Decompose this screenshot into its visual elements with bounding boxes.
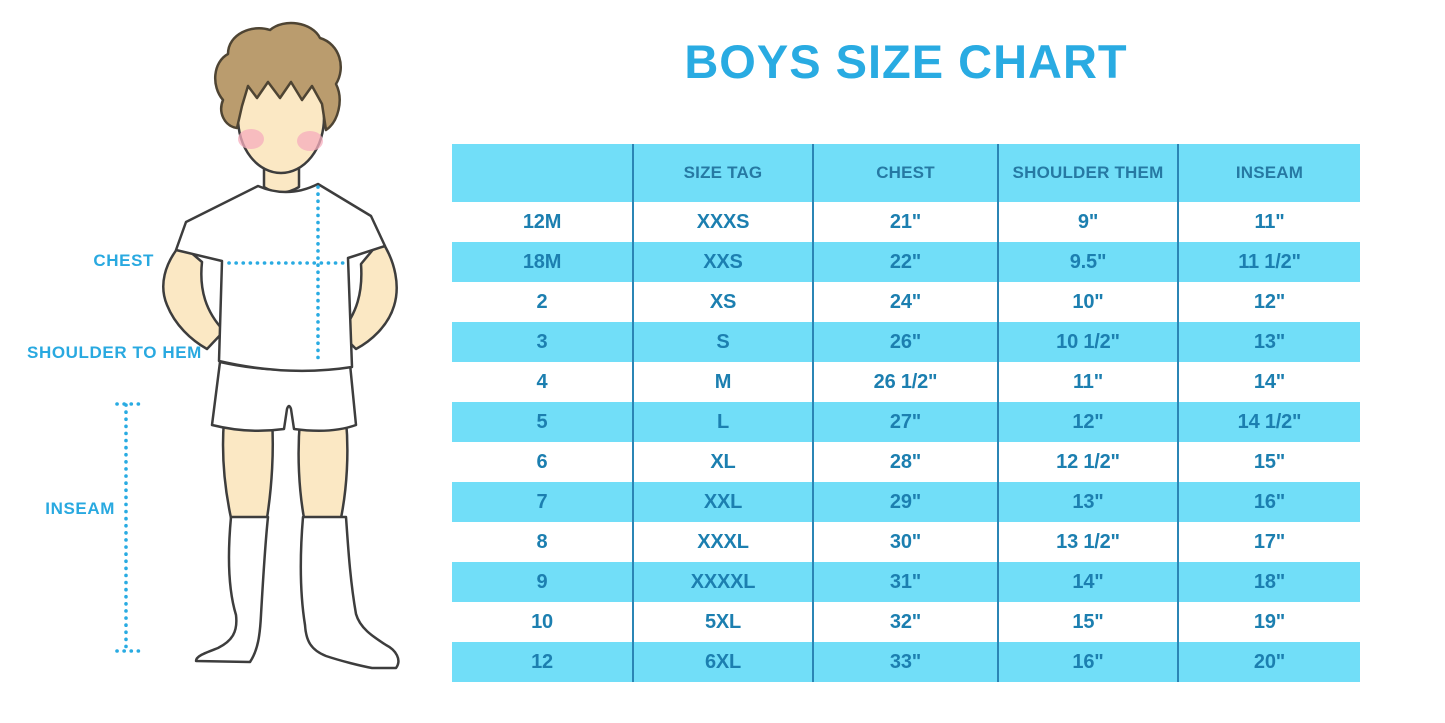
measurement-cell: 19" <box>1177 602 1360 642</box>
measurement-cell: M <box>632 362 813 402</box>
measurement-cell: 24" <box>812 282 998 322</box>
measurement-cell: 12" <box>997 402 1178 442</box>
measurement-cell: 14" <box>1177 362 1360 402</box>
table-row: 18M XXS 22" 9.5" 11 1/2" <box>452 242 1360 282</box>
measurement-cell: XS <box>632 282 813 322</box>
measurement-cell: 13 1/2" <box>997 522 1178 562</box>
table-row: 8 XXXL 30" 13 1/2" 17" <box>452 522 1360 562</box>
table-row: 10 5XL 32" 15" 19" <box>452 602 1360 642</box>
measurement-cell: XXXXL <box>632 562 813 602</box>
measurement-dotted-lines <box>115 185 346 653</box>
header-cell-shoulder: SHOULDER THEM <box>997 144 1178 202</box>
measurement-cell: 31" <box>812 562 998 602</box>
size-age-cell: 9 <box>536 570 548 593</box>
measurement-cell: 13" <box>1177 322 1360 362</box>
measurement-cell: S <box>632 322 813 362</box>
size-chart-table: SIZE TAG CHEST SHOULDER THEM INSEAM 12M X… <box>452 144 1360 682</box>
size-table-body: 12M XXXS 21" 9" 11" 18M XXS 22" 9.5" 11 1/2" 2 XS 24… <box>452 202 1360 682</box>
left-sock <box>194 515 270 664</box>
measurement-cell: 11" <box>997 362 1178 402</box>
table-row: 12M XXXS 21" 9" 11" <box>452 202 1360 242</box>
measurement-cell: XXXS <box>632 202 813 242</box>
size-age-cell: 6 <box>536 450 548 473</box>
measurement-cell: XXS <box>632 242 813 282</box>
left-leg <box>221 418 274 520</box>
measurement-cell: 20" <box>1177 642 1360 682</box>
shorts <box>210 360 358 433</box>
measurement-cell: 6XL <box>632 642 813 682</box>
chest-label: CHEST <box>93 251 154 270</box>
measurement-cell: 12" <box>1177 282 1360 322</box>
measurement-cell: 21" <box>812 202 998 242</box>
size-age-cell: 7 <box>536 490 548 513</box>
right-sock <box>299 515 400 670</box>
table-row: 5 L 27" 12" 14 1/2" <box>452 402 1360 442</box>
measurement-cell: 27" <box>812 402 998 442</box>
measurement-cell: L <box>632 402 813 442</box>
measurement-cell: 11 1/2" <box>1177 242 1360 282</box>
header-row: SIZE TAG CHEST SHOULDER THEM INSEAM <box>452 144 1360 202</box>
measurement-cell: 9" <box>997 202 1178 242</box>
measurement-cell: 32" <box>812 602 998 642</box>
size-age-cell: 2 <box>536 290 548 313</box>
measurement-cell: 18" <box>1177 562 1360 602</box>
t-shirt <box>174 182 387 373</box>
size-age-cell: 12 <box>531 650 553 673</box>
inseam-label: INSEAM <box>45 499 115 518</box>
measurement-cell: 26" <box>812 322 998 362</box>
measurement-cell: 29" <box>812 482 998 522</box>
page-title: BOYS SIZE CHART <box>684 35 1128 88</box>
measurement-cell: 16" <box>997 642 1178 682</box>
measurement-cell: 33" <box>812 642 998 682</box>
measurement-cell: 13" <box>997 482 1178 522</box>
right-blush <box>297 131 323 151</box>
measurement-cell: XL <box>632 442 813 482</box>
shoulder-to-hem-label: SHOULDER TO HEM <box>27 343 202 362</box>
measurement-cell: 12 1/2" <box>997 442 1178 482</box>
size-age-cell: 4 <box>536 370 548 393</box>
measurement-cell: 15" <box>997 602 1178 642</box>
size-age-cell: 12M <box>522 210 562 233</box>
left-blush <box>238 129 264 149</box>
header-cell-inseam: INSEAM <box>1177 144 1360 202</box>
header-cell-size <box>452 144 633 202</box>
measurement-cell: 11" <box>1177 202 1360 242</box>
size-age-cell: 8 <box>536 530 548 553</box>
header-cell-size-tag: SIZE TAG <box>632 144 813 202</box>
size-age-cell: 18M <box>522 250 562 273</box>
measurement-cell: XXL <box>632 482 813 522</box>
measurement-cell: 28" <box>812 442 998 482</box>
measurement-cell: 14 1/2" <box>1177 402 1360 442</box>
measurement-cell: 9.5" <box>997 242 1178 282</box>
header-cell-chest: CHEST <box>812 144 998 202</box>
left-arm <box>162 242 226 351</box>
measurement-cell: XXXL <box>632 522 813 562</box>
size-age-cell: 5 <box>536 410 548 433</box>
right-leg <box>297 418 349 520</box>
measurement-cell: 10 1/2" <box>997 322 1178 362</box>
measurement-cell: 14" <box>997 562 1178 602</box>
size-table-header: SIZE TAG CHEST SHOULDER THEM INSEAM <box>452 144 1360 202</box>
measurement-cell: 5XL <box>632 602 813 642</box>
hair <box>214 21 342 132</box>
table-row: 2 XS 24" 10" 12" <box>452 282 1360 322</box>
measurement-cell: 30" <box>812 522 998 562</box>
size-age-cell: 3 <box>536 330 548 353</box>
table-row: 6 XL 28" 12 1/2" 15" <box>452 442 1360 482</box>
measurement-cell: 10" <box>997 282 1178 322</box>
table-row: 3 S 26" 10 1/2" 13" <box>452 322 1360 362</box>
boy-measurement-figure <box>115 21 400 670</box>
measurement-cell: 22" <box>812 242 998 282</box>
measurement-cell: 16" <box>1177 482 1360 522</box>
size-age-cell: 10 <box>531 610 553 633</box>
table-row: 9 XXXXL 31" 14" 18" <box>452 562 1360 602</box>
measurement-cell: 17" <box>1177 522 1360 562</box>
table-row: 7 XXL 29" 13" 16" <box>452 482 1360 522</box>
table-row: 4 M 26 1/2" 11" 14" <box>452 362 1360 402</box>
measurement-cell: 26 1/2" <box>812 362 998 402</box>
table-row: 12 6XL 33" 16" 20" <box>452 642 1360 682</box>
measurement-cell: 15" <box>1177 442 1360 482</box>
right-arm <box>338 238 398 351</box>
